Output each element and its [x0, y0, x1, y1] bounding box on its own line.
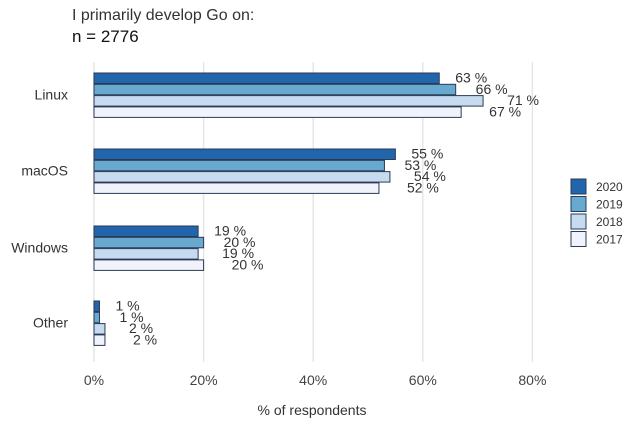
- x-tick-label: 20%: [190, 372, 218, 388]
- data-label: 19 %: [222, 245, 254, 261]
- bar: [93, 334, 106, 346]
- category-label: Windows: [11, 240, 68, 256]
- bar: [93, 148, 396, 160]
- data-label: 54 %: [414, 168, 446, 184]
- bar: [93, 171, 391, 183]
- legend-label: 2020: [596, 180, 623, 194]
- x-tick-label: 40%: [299, 372, 327, 388]
- category-labels: Linux macOS Windows Other: [11, 87, 68, 331]
- data-label: 55 %: [411, 146, 443, 162]
- bar: [93, 182, 380, 194]
- x-axis-ticks: 0% 20% 40% 60% 80%: [84, 372, 547, 388]
- bar: [93, 248, 199, 260]
- category-label: macOS: [21, 163, 68, 179]
- data-label: 53 %: [404, 157, 436, 173]
- data-label: 1 %: [119, 309, 143, 325]
- chart-subtitle: n = 2776: [72, 27, 139, 46]
- bar: [93, 311, 100, 324]
- bar: [93, 300, 100, 312]
- legend-swatch: [570, 213, 587, 230]
- category-label: Other: [33, 315, 68, 331]
- x-tick-label: 80%: [518, 372, 546, 388]
- data-label: 63 %: [455, 70, 487, 86]
- legend-label: 2019: [596, 198, 623, 212]
- bar: [93, 323, 106, 335]
- data-label: 20 %: [224, 234, 256, 250]
- bar: [93, 236, 205, 249]
- bar: [93, 225, 199, 237]
- bar: [93, 95, 484, 107]
- bar: [93, 259, 205, 271]
- x-tick-label: 0%: [84, 372, 104, 388]
- legend-label: 2018: [596, 215, 623, 229]
- category-label: Linux: [35, 87, 68, 103]
- data-label: 2 %: [133, 331, 157, 347]
- legend-swatch: [570, 178, 587, 195]
- legend: 2020 2019 2018 2017: [570, 178, 623, 247]
- bars: [93, 72, 484, 346]
- legend-label: 2017: [596, 233, 623, 247]
- chart-title: I primarily develop Go on:: [72, 7, 255, 24]
- legend-swatch: [570, 196, 587, 212]
- bar: [93, 83, 457, 96]
- data-label: 20 %: [232, 256, 264, 272]
- data-labels: 63 %66 %71 %67 %55 %53 %54 %52 %19 %20 %…: [115, 70, 539, 348]
- x-tick-label: 60%: [409, 372, 437, 388]
- x-axis-title: % of respondents: [258, 402, 367, 418]
- bar: [93, 159, 385, 172]
- bar: [93, 106, 462, 118]
- data-label: 67 %: [489, 103, 521, 119]
- data-label: 19 %: [214, 223, 246, 239]
- data-label: 66 %: [476, 81, 508, 97]
- data-label: 2 %: [129, 320, 153, 336]
- data-label: 71 %: [507, 92, 539, 108]
- data-label: 1 %: [115, 298, 139, 314]
- legend-swatch: [570, 231, 587, 247]
- data-label: 52 %: [407, 179, 439, 195]
- bar: [93, 72, 440, 84]
